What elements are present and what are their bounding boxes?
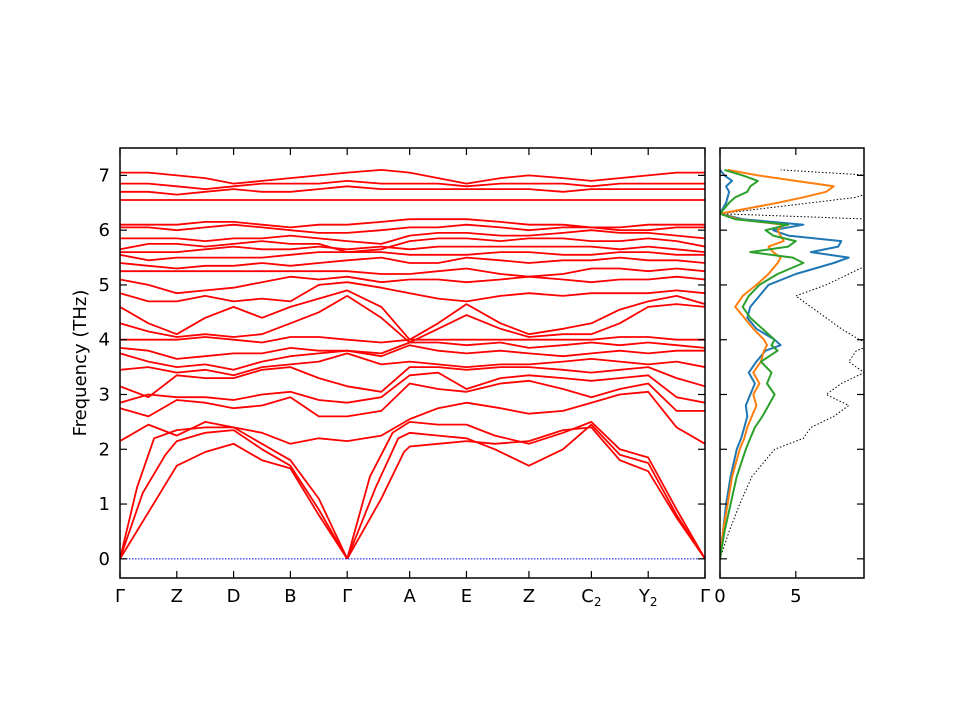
- x-tick-label: B: [284, 586, 296, 607]
- x-tick-label: Γ: [115, 586, 125, 607]
- dos-lines: [720, 168, 864, 559]
- phonon-band-1: [120, 426, 349, 560]
- phonon-band-26: [120, 218, 705, 229]
- phonon-band-24: [120, 229, 705, 245]
- y-tick-label: 4: [99, 330, 110, 351]
- phonon-band-9: [120, 371, 705, 404]
- y-tick-label: 2: [99, 439, 110, 460]
- band-structure-plot: Γ Z D B Γ A E Z C2 Y2 Γ 0 1 2 3 4 5 6 7 Frequency (THz): [70, 147, 710, 609]
- x-tick-label: Z: [171, 586, 183, 607]
- y-tick-label: 0: [99, 549, 110, 570]
- phonon-band-7: [120, 390, 705, 445]
- phonon-band-2: [120, 429, 348, 560]
- phonon-band-23: [120, 237, 705, 253]
- x-tick-label: Γ: [342, 586, 352, 607]
- phonon-band-8: [120, 379, 705, 418]
- phonon-band-10: [120, 366, 705, 399]
- dos-x-tick-label: 5: [790, 586, 801, 607]
- band-x-ticks: Γ Z D B Γ A E Z C2 Y2 Γ: [115, 148, 710, 609]
- phonon-band-5: [346, 423, 705, 560]
- phonon-band-22: [120, 245, 705, 253]
- x-tick-label: E: [461, 586, 472, 607]
- band-plot-frame: [119, 147, 706, 579]
- phonon-band-29: [120, 180, 705, 190]
- phonon-band-21: [120, 251, 705, 262]
- phonon-band-12: [120, 344, 705, 371]
- phonon-band-4: [346, 421, 705, 560]
- dos-plot-frame: [719, 147, 865, 579]
- phonon-band-28: [120, 185, 705, 196]
- y-tick-label: 7: [99, 165, 110, 186]
- y-tick-label: 5: [99, 275, 110, 296]
- x-tick-label: Y2: [638, 586, 658, 609]
- x-tick-label: D: [227, 586, 241, 607]
- y-tick-label: 3: [99, 384, 110, 405]
- x-tick-label: Z: [523, 586, 535, 607]
- phonon-band-30: [120, 169, 705, 185]
- phonon-band-18: [120, 275, 705, 295]
- band-lines: [120, 169, 705, 560]
- phonon-band-11: [120, 352, 705, 377]
- y-tick-label: 1: [99, 494, 110, 515]
- dos-partial-curve-1: [720, 169, 850, 559]
- phonon-band-19: [120, 267, 705, 278]
- x-tick-label: A: [403, 586, 416, 607]
- y-tick-label: 6: [99, 220, 110, 241]
- phonon-band-17: [120, 281, 705, 303]
- dos-total-curve: [720, 169, 864, 559]
- phonon-band-15: [120, 295, 705, 344]
- phonon-band-16: [120, 289, 705, 341]
- phonon-band-20: [120, 256, 705, 270]
- dos-partial-curve-2: [720, 168, 835, 559]
- x-tick-label: C2: [581, 586, 601, 609]
- x-tick-label: Γ: [700, 586, 710, 607]
- y-axis-label: Frequency (THz): [70, 290, 91, 437]
- phonon-band-6: [346, 426, 705, 560]
- dos-x-tick-label: 0: [714, 586, 725, 607]
- dos-partial-curve-3: [720, 168, 805, 559]
- phonon-band-25: [120, 223, 705, 234]
- band-y-ticks: 0 1 2 3 4 5 6 7: [99, 165, 705, 570]
- phonon-band-3: [120, 442, 348, 560]
